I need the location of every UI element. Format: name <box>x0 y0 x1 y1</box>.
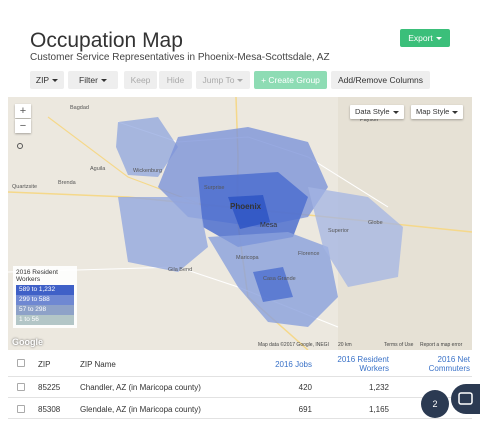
zip-region <box>118 197 208 272</box>
cell: 691 <box>298 405 312 414</box>
divider <box>8 418 472 419</box>
hide-button[interactable]: Hide <box>159 71 192 89</box>
zoom-out[interactable]: − <box>15 119 31 133</box>
page-subtitle: Customer Service Representatives in Phoe… <box>30 52 330 63</box>
cell: Chandler, AZ (in Maricopa county) <box>80 383 201 392</box>
button-label: Jump To <box>202 75 235 85</box>
column-header[interactable]: 2016 Resident Workers <box>337 355 389 373</box>
map[interactable]: Bagdad Wickenburg Aguila Brenda Quartzsi… <box>8 97 472 350</box>
button-label: Map Style <box>416 107 450 116</box>
row-checkbox[interactable] <box>17 405 25 413</box>
chat-icon <box>458 392 473 405</box>
zip-region <box>253 267 293 302</box>
map-canvas: Bagdad Wickenburg Aguila Brenda Quartzsi… <box>8 97 472 350</box>
column-header[interactable]: 2016 Jobs <box>275 360 312 369</box>
column-header[interactable]: ZIP <box>38 360 51 369</box>
zoom-in[interactable]: + <box>15 104 31 118</box>
report-link[interactable]: Report a map error <box>420 342 463 348</box>
button-label: Hide <box>166 75 185 85</box>
place-label: Gila Bend <box>168 267 192 273</box>
legend: 2016 Resident Workers 589 to 1,232 299 t… <box>13 266 77 328</box>
select-all[interactable] <box>17 359 25 367</box>
scale: 20 km <box>338 342 352 348</box>
cell: 1,232 <box>368 383 389 392</box>
divider <box>8 376 472 377</box>
button-label: ZIP <box>35 75 50 85</box>
map-style-button[interactable]: Map Style <box>411 105 464 119</box>
attribution: Map data ©2017 Google, INEGI <box>258 342 329 348</box>
zip-button[interactable]: ZIP <box>30 71 64 89</box>
place-label: Wickenburg <box>133 168 162 174</box>
terms-link[interactable]: Terms of Use <box>384 342 414 348</box>
place-label: Mesa <box>260 222 277 229</box>
divider <box>8 397 472 398</box>
button-label: Keep <box>130 75 151 85</box>
legend-item: 589 to 1,232 <box>16 285 74 295</box>
cell: Glendale, AZ (in Maricopa county) <box>80 405 201 414</box>
create-group-button[interactable]: + Create Group <box>254 71 327 89</box>
legend-item: 1 to 56 <box>16 315 74 325</box>
export-button[interactable]: Export <box>400 29 450 47</box>
place-label: Aguila <box>90 166 106 172</box>
place-label: Casa Grande <box>263 276 296 282</box>
place-label: Quartzsite <box>12 184 37 190</box>
button-label: Data Style <box>355 107 390 116</box>
button-label: + Create Group <box>261 75 320 85</box>
column-header[interactable]: 2016 Net Commuters <box>428 355 470 373</box>
data-style-button[interactable]: Data Style <box>350 105 404 119</box>
place-label: Superior <box>328 228 349 234</box>
keep-button[interactable]: Keep <box>124 71 157 89</box>
cell: 1,165 <box>368 405 389 414</box>
location-icon[interactable] <box>17 143 23 149</box>
legend-item: 299 to 588 <box>16 295 74 305</box>
place-label: Maricopa <box>236 255 260 261</box>
group-badge[interactable]: 2 <box>421 390 449 418</box>
page-title: Occupation Map <box>30 29 183 52</box>
jump-button[interactable]: Jump To <box>196 71 250 89</box>
place-label: Payson <box>360 117 378 123</box>
chat-button[interactable] <box>451 384 480 414</box>
legend-item: 57 to 298 <box>16 305 74 315</box>
row-checkbox[interactable] <box>17 383 25 391</box>
zip-region <box>116 117 178 177</box>
export-label: Export <box>408 33 433 43</box>
place-label: Brenda <box>58 180 77 186</box>
google-logo: Google <box>12 337 43 347</box>
cell: 85225 <box>38 383 61 392</box>
place-label: Bagdad <box>70 105 89 111</box>
zip-region <box>228 195 270 229</box>
cell: 85308 <box>38 405 61 414</box>
filter-button[interactable]: Filter <box>68 71 118 89</box>
columns-button[interactable]: Add/Remove Columns <box>331 71 430 89</box>
place-label: Florence <box>298 251 319 257</box>
zip-regions <box>116 117 403 327</box>
zip-region <box>308 187 403 287</box>
button-label: Filter <box>79 75 98 85</box>
cell: 420 <box>298 383 312 392</box>
place-label: Phoenix <box>230 202 262 211</box>
column-header[interactable]: ZIP Name <box>80 360 116 369</box>
place-label: Surprise <box>204 185 224 191</box>
button-label: Add/Remove Columns <box>337 75 424 85</box>
place-label: Globe <box>368 220 383 226</box>
legend-title: 2016 Resident Workers <box>16 269 58 283</box>
